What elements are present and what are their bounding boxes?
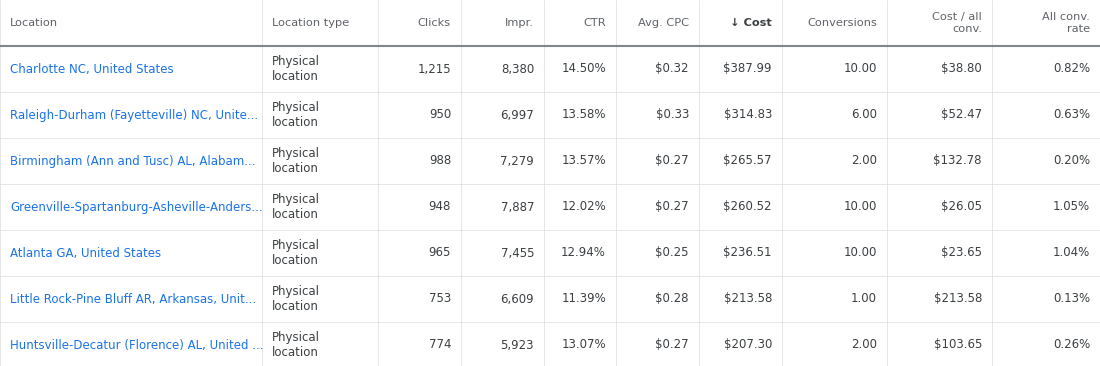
Text: Huntsville-Decatur (Florence) AL, United ...: Huntsville-Decatur (Florence) AL, United…: [10, 339, 264, 351]
Text: 7,455: 7,455: [500, 246, 534, 259]
Text: $38.80: $38.80: [942, 63, 982, 75]
Text: $132.78: $132.78: [934, 154, 982, 168]
Text: 5,923: 5,923: [500, 339, 534, 351]
Text: 7,887: 7,887: [500, 201, 534, 213]
Text: 0.26%: 0.26%: [1053, 339, 1090, 351]
Text: Location type: Location type: [272, 18, 350, 28]
Text: Location: Location: [10, 18, 58, 28]
Text: $213.58: $213.58: [934, 292, 982, 306]
Text: 0.63%: 0.63%: [1053, 108, 1090, 122]
Text: $103.65: $103.65: [934, 339, 982, 351]
Text: 950: 950: [429, 108, 451, 122]
Text: $213.58: $213.58: [724, 292, 772, 306]
Text: 11.39%: 11.39%: [561, 292, 606, 306]
Text: 1.05%: 1.05%: [1053, 201, 1090, 213]
Text: Physical
location: Physical location: [272, 55, 320, 83]
Text: 8,380: 8,380: [500, 63, 534, 75]
Text: 13.58%: 13.58%: [561, 108, 606, 122]
Text: 7,279: 7,279: [500, 154, 534, 168]
Text: $0.32: $0.32: [656, 63, 689, 75]
Text: 12.02%: 12.02%: [561, 201, 606, 213]
Text: 988: 988: [429, 154, 451, 168]
Text: $0.28: $0.28: [656, 292, 689, 306]
Text: $0.33: $0.33: [656, 108, 689, 122]
Text: $0.27: $0.27: [656, 154, 689, 168]
Text: 1.00: 1.00: [851, 292, 877, 306]
Text: Impr.: Impr.: [505, 18, 534, 28]
Text: CTR: CTR: [583, 18, 606, 28]
Text: 13.57%: 13.57%: [561, 154, 606, 168]
Text: $0.27: $0.27: [656, 201, 689, 213]
Text: 6,609: 6,609: [500, 292, 534, 306]
Text: Atlanta GA, United States: Atlanta GA, United States: [10, 246, 161, 259]
Text: Birmingham (Ann and Tusc) AL, Alabam...: Birmingham (Ann and Tusc) AL, Alabam...: [10, 154, 255, 168]
Text: 6,997: 6,997: [500, 108, 534, 122]
Text: 965: 965: [429, 246, 451, 259]
Text: Greenville-Spartanburg-Asheville-Anders...: Greenville-Spartanburg-Asheville-Anders.…: [10, 201, 263, 213]
Text: All conv.
rate: All conv. rate: [1042, 12, 1090, 34]
Text: 14.50%: 14.50%: [561, 63, 606, 75]
Text: $207.30: $207.30: [724, 339, 772, 351]
Text: $0.25: $0.25: [656, 246, 689, 259]
Text: $260.52: $260.52: [724, 201, 772, 213]
Text: Physical
location: Physical location: [272, 239, 320, 268]
Text: $387.99: $387.99: [724, 63, 772, 75]
Text: Physical
location: Physical location: [272, 101, 320, 130]
Text: Avg. CPC: Avg. CPC: [638, 18, 689, 28]
Text: 0.13%: 0.13%: [1053, 292, 1090, 306]
Text: $23.65: $23.65: [940, 246, 982, 259]
Text: $52.47: $52.47: [940, 108, 982, 122]
Text: Charlotte NC, United States: Charlotte NC, United States: [10, 63, 174, 75]
Text: $0.27: $0.27: [656, 339, 689, 351]
Text: 6.00: 6.00: [851, 108, 877, 122]
Text: $314.83: $314.83: [724, 108, 772, 122]
Text: 0.82%: 0.82%: [1053, 63, 1090, 75]
Text: Little Rock-Pine Bluff AR, Arkansas, Unit...: Little Rock-Pine Bluff AR, Arkansas, Uni…: [10, 292, 256, 306]
Text: 753: 753: [429, 292, 451, 306]
Text: Clicks: Clicks: [418, 18, 451, 28]
Text: Physical
location: Physical location: [272, 330, 320, 359]
Text: Cost / all
conv.: Cost / all conv.: [933, 12, 982, 34]
Text: ↓ Cost: ↓ Cost: [730, 18, 772, 28]
Text: Physical
location: Physical location: [272, 146, 320, 176]
Text: Raleigh-Durham (Fayetteville) NC, Unite...: Raleigh-Durham (Fayetteville) NC, Unite.…: [10, 108, 258, 122]
Text: 2.00: 2.00: [851, 339, 877, 351]
Text: 10.00: 10.00: [844, 63, 877, 75]
Text: $236.51: $236.51: [724, 246, 772, 259]
Text: 774: 774: [429, 339, 451, 351]
Text: $26.05: $26.05: [940, 201, 982, 213]
Text: 0.20%: 0.20%: [1053, 154, 1090, 168]
Text: Physical
location: Physical location: [272, 193, 320, 221]
Text: 2.00: 2.00: [851, 154, 877, 168]
Text: $265.57: $265.57: [724, 154, 772, 168]
Text: 948: 948: [429, 201, 451, 213]
Text: Physical
location: Physical location: [272, 284, 320, 314]
Text: 10.00: 10.00: [844, 201, 877, 213]
Text: 13.07%: 13.07%: [561, 339, 606, 351]
Text: 12.94%: 12.94%: [561, 246, 606, 259]
Text: 1,215: 1,215: [417, 63, 451, 75]
Text: 1.04%: 1.04%: [1053, 246, 1090, 259]
Text: 10.00: 10.00: [844, 246, 877, 259]
Text: Conversions: Conversions: [807, 18, 877, 28]
